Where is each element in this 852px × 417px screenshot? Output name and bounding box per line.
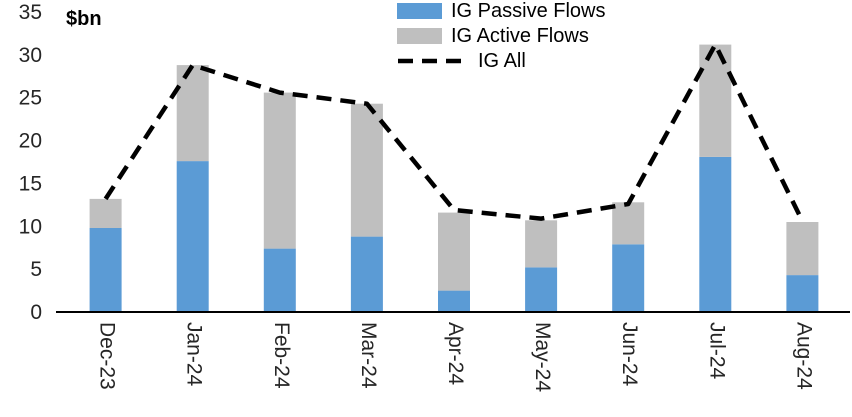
legend-swatch-active-icon: [397, 28, 442, 44]
dashed-line-icon: [398, 58, 468, 64]
bar-segment: [176, 161, 209, 312]
y-tick-label: 25: [19, 87, 42, 110]
y-tick-label: 5: [30, 258, 42, 281]
legend-label-igall-line: IG Active Flows: [451, 25, 589, 47]
bar-segment: [786, 275, 819, 312]
bar-segment: [89, 228, 122, 312]
ig-all-line: [103, 42, 805, 223]
legend-label-passive: IG Passive Flows: [451, 0, 606, 22]
bar-segment: [350, 236, 383, 312]
bar-segment: [438, 290, 470, 312]
x-tick-label: May-24: [531, 322, 554, 392]
bar-segment: [176, 65, 209, 162]
bar-segment: [350, 103, 383, 237]
y-tick-label: 20: [19, 130, 42, 153]
x-tick-label: Aug-24: [792, 322, 815, 390]
x-tick-label: Jul-24: [705, 322, 728, 380]
y-tick-label: 35: [19, 1, 42, 24]
x-tick-label: Mar-24: [357, 322, 380, 389]
x-tick-label: Jun-24: [618, 322, 641, 387]
bar-segment: [699, 156, 732, 312]
y-tick-label: 10: [19, 215, 42, 238]
legend-item-ig-all: IG All: [397, 50, 605, 72]
bar-segment: [699, 44, 732, 157]
x-tick-label: Dec-23: [96, 322, 119, 390]
bar-segment: [525, 267, 558, 312]
legend: IG Passive Flows IG Active Flows IG All: [397, 0, 606, 72]
bar-segment: [786, 222, 819, 276]
bar-segment: [89, 198, 122, 228]
y-tick-label: 15: [19, 172, 42, 195]
bar-segment: [525, 220, 558, 268]
y-tick-label: 30: [19, 44, 42, 67]
x-tick-label: Feb-24: [270, 322, 293, 389]
legend-item-passive: IG Passive Flows: [397, 0, 606, 22]
bar-segment: [438, 212, 470, 291]
legend-swatch-passive-icon: [397, 3, 442, 19]
x-tick-label: Jan-24: [183, 322, 206, 387]
y-tick-label: 0: [30, 301, 42, 324]
bar-segment: [263, 248, 296, 312]
bar-segment: [612, 202, 645, 245]
bar-segment: [612, 244, 645, 312]
y-axis-unit-label: $bn: [66, 8, 102, 30]
legend-label-ig-all: IG All: [478, 50, 526, 72]
bar-segment: [263, 92, 296, 249]
x-tick-label: Apr-24: [444, 322, 467, 385]
legend-item-active: IG Active Flows: [397, 25, 605, 47]
